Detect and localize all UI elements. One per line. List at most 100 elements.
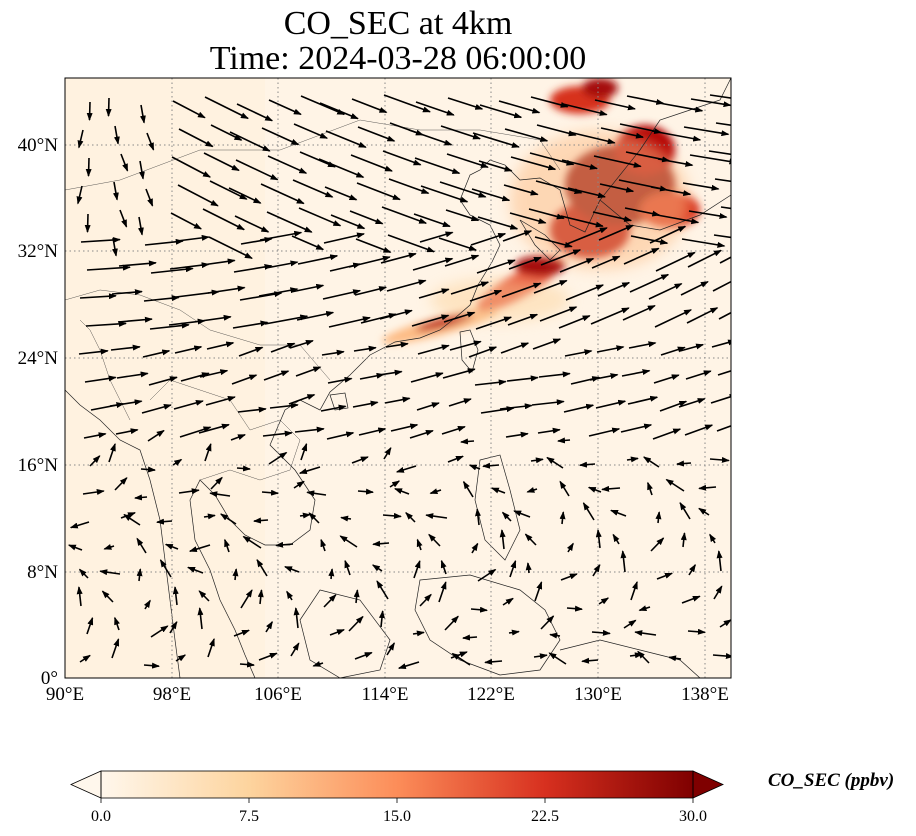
wind-arrow <box>534 236 573 248</box>
lat-label: 24°N <box>18 348 59 369</box>
wind-arrow <box>681 595 701 604</box>
wind-arrow <box>139 104 146 124</box>
wind-arrow <box>634 630 657 637</box>
wind-arrow <box>525 562 532 574</box>
wind-arrow <box>134 494 148 501</box>
wind-arrow <box>622 304 656 321</box>
wind-arrow <box>653 374 680 384</box>
wind-arrow <box>546 456 564 469</box>
wind-arrow <box>709 94 731 99</box>
wind-arrow <box>415 101 455 116</box>
wind-arrow <box>110 344 141 351</box>
wind-arrow <box>688 563 696 576</box>
wind-arrow <box>293 480 305 489</box>
wind-arrow <box>442 368 476 379</box>
wind-arrow <box>449 340 482 351</box>
wind-arrow <box>169 621 178 634</box>
wind-arrow <box>479 104 523 119</box>
wind-arrow <box>266 211 313 233</box>
wind-arrow <box>201 258 236 266</box>
lon-label: 106°E <box>254 684 302 705</box>
wind-arrow <box>425 513 448 520</box>
wind-arrow <box>174 345 203 354</box>
lon-label: 114°E <box>362 684 409 705</box>
wind-arrow <box>719 256 731 264</box>
wind-arrow <box>626 456 639 463</box>
wind-arrow <box>650 537 665 552</box>
wind-arrow <box>506 375 539 382</box>
wind-arrow <box>178 128 214 148</box>
lon-label: 138°E <box>681 684 729 705</box>
wind-arrow <box>238 346 264 357</box>
wind-arrow <box>656 214 700 225</box>
wind-arrow <box>136 568 143 582</box>
wind-arrow <box>234 215 270 233</box>
wind-arrow <box>416 402 440 411</box>
wind-arrow <box>204 96 249 120</box>
wind-arrow <box>564 349 593 357</box>
wind-arrow <box>108 443 116 463</box>
wind-arrow <box>502 597 514 606</box>
wind-arrow <box>535 180 583 195</box>
wind-arrow <box>709 456 730 463</box>
wind-arrow <box>76 586 83 607</box>
wind-arrow <box>86 264 131 271</box>
wind-arrow <box>509 559 517 578</box>
wind-arrow <box>389 480 401 488</box>
wind-arrow <box>354 286 388 296</box>
wind-arrow <box>76 185 83 205</box>
wind-arrow <box>643 456 660 468</box>
colorbar-label: CO_SEC (ppbv) <box>768 770 895 791</box>
wind-arrow <box>651 130 702 142</box>
wind-arrow <box>654 309 693 328</box>
wind-arrow <box>529 152 575 166</box>
colorbar-tick: 0.0 <box>91 808 111 825</box>
lat-label: 16°N <box>18 455 59 476</box>
wind-arrow <box>658 102 704 113</box>
colorbar-max-extend <box>692 770 724 799</box>
wind-arrow <box>295 366 322 377</box>
wind-arrow <box>655 511 662 524</box>
wind-arrow <box>480 406 515 414</box>
wind-arrow <box>308 512 320 524</box>
wind-arrow <box>439 181 487 198</box>
wind-arrow <box>712 653 731 660</box>
wind-arrow <box>113 125 120 145</box>
wind-arrow <box>376 580 389 600</box>
wind-arrow <box>351 456 369 464</box>
wind-arrow <box>378 610 385 628</box>
wind-arrow <box>589 373 619 381</box>
wind-arrow <box>236 465 251 472</box>
wind-arrow <box>115 428 139 435</box>
wind-arrow <box>118 260 157 267</box>
wind-arrow <box>441 425 466 435</box>
wind-arrow <box>264 314 309 325</box>
wind-arrow <box>638 605 651 612</box>
wind-arrow <box>711 339 731 348</box>
wind-arrow <box>408 129 453 146</box>
wind-arrow <box>270 342 296 353</box>
wind-arrow <box>156 518 173 525</box>
wind-arrow <box>199 369 229 378</box>
wind-arrow <box>324 186 358 201</box>
wind-arrow <box>715 122 731 126</box>
wind-arrow <box>383 447 392 460</box>
wind-arrow <box>293 607 300 629</box>
lat-label: 8°N <box>27 562 58 583</box>
wind-arrow <box>540 249 582 266</box>
wind-arrow <box>440 125 481 140</box>
wind-arrow <box>235 159 279 181</box>
wind-arrow <box>660 346 686 356</box>
wind-arrow <box>357 488 374 495</box>
lon-label: 122°E <box>467 684 515 705</box>
wind-arrow <box>468 464 481 471</box>
wind-arrow <box>588 427 621 437</box>
wind-arrow <box>149 322 190 330</box>
map-time: Time: 2024-03-28 06:00:00 <box>209 40 587 77</box>
wind-arrow <box>679 501 691 520</box>
wind-arrow <box>261 489 279 496</box>
wind-arrow <box>539 306 578 322</box>
wind-arrow <box>231 374 258 385</box>
wind-arrow <box>198 423 230 434</box>
wind-arrow <box>258 652 278 661</box>
